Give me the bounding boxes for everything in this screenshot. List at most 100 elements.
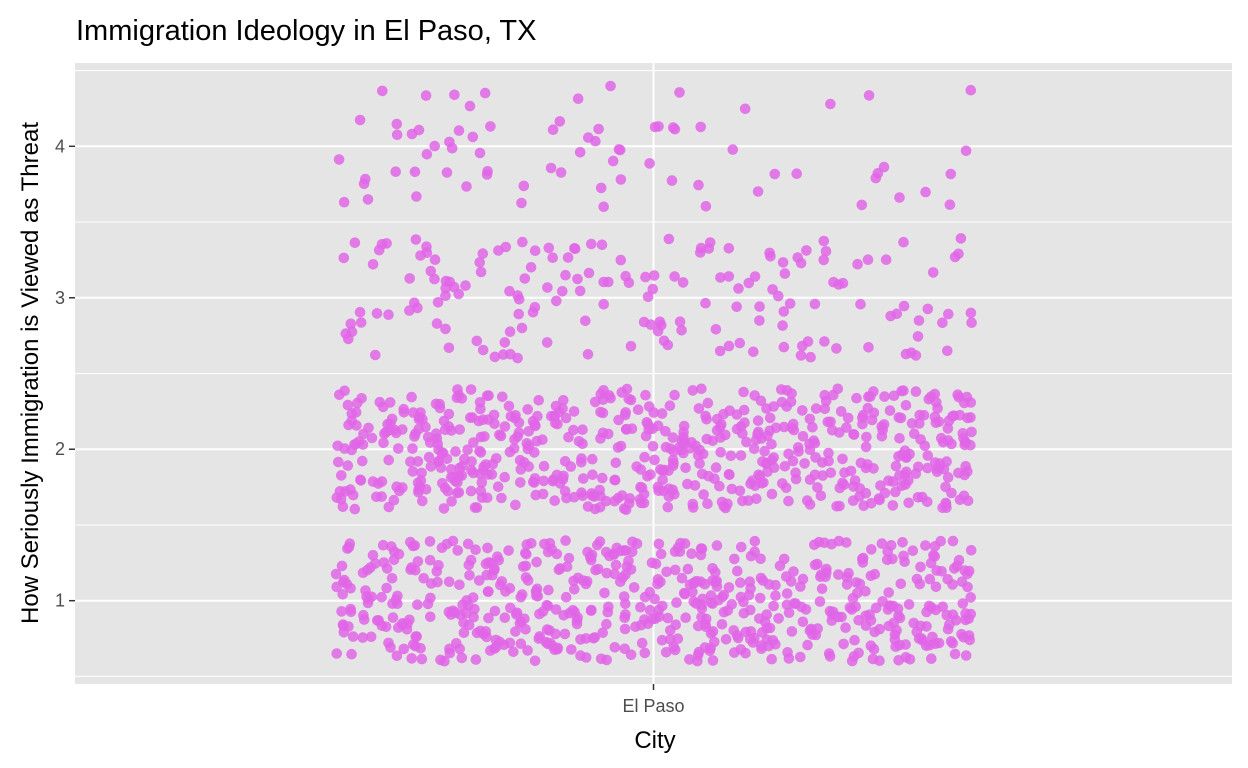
data-point — [707, 655, 719, 666]
data-point — [745, 583, 756, 594]
data-point — [649, 454, 660, 466]
data-point — [874, 623, 885, 635]
data-point — [413, 484, 424, 495]
data-point — [922, 462, 933, 474]
data-point — [398, 643, 410, 655]
data-point — [453, 125, 465, 136]
data-point — [951, 560, 963, 572]
data-point — [547, 252, 558, 263]
data-point — [647, 613, 658, 625]
data-point — [376, 491, 388, 502]
data-point — [635, 601, 646, 613]
data-point — [503, 400, 515, 412]
data-point — [932, 403, 943, 414]
data-point — [541, 337, 553, 348]
data-point — [691, 575, 702, 587]
data-point — [342, 399, 354, 411]
data-point — [647, 283, 659, 295]
data-point — [500, 241, 512, 253]
data-point — [855, 298, 866, 310]
data-point — [860, 487, 872, 499]
data-point — [644, 158, 655, 169]
data-point — [477, 414, 489, 426]
data-point — [838, 638, 849, 650]
data-point — [574, 285, 586, 297]
data-point — [657, 474, 668, 486]
data-point — [563, 552, 575, 564]
data-point — [415, 407, 426, 418]
data-point — [454, 579, 465, 591]
data-point — [577, 424, 588, 436]
data-point — [504, 326, 516, 338]
data-point — [415, 250, 426, 261]
data-point — [926, 653, 937, 664]
data-point — [770, 579, 781, 591]
data-point — [766, 653, 777, 665]
data-point — [429, 140, 441, 152]
data-point — [391, 481, 403, 493]
data-point — [495, 430, 507, 442]
data-point — [754, 301, 765, 312]
data-point — [768, 401, 779, 412]
data-point — [837, 277, 849, 289]
data-point — [473, 575, 485, 586]
data-point — [903, 599, 915, 610]
data-point — [933, 637, 945, 649]
data-point — [863, 90, 875, 101]
y-tick-label: 1 — [55, 591, 65, 611]
data-point — [374, 396, 386, 408]
data-point — [669, 644, 681, 656]
data-point — [660, 426, 671, 437]
data-point — [895, 412, 907, 424]
data-point — [816, 583, 828, 595]
data-point — [607, 155, 619, 167]
data-point — [965, 307, 977, 319]
data-point — [937, 317, 948, 329]
data-point — [603, 601, 614, 613]
data-point — [687, 385, 699, 396]
data-point — [849, 475, 861, 486]
data-point — [384, 397, 396, 408]
data-point — [817, 470, 828, 481]
data-point — [866, 544, 877, 555]
data-point — [537, 434, 548, 446]
data-point — [774, 560, 786, 572]
data-point — [716, 619, 728, 630]
data-point — [378, 557, 390, 568]
data-point — [738, 404, 750, 416]
data-point — [756, 640, 767, 651]
data-point — [648, 270, 660, 281]
data-point — [620, 407, 631, 418]
data-point — [736, 541, 747, 553]
data-point — [953, 392, 965, 403]
data-point — [554, 563, 566, 574]
data-point — [416, 467, 427, 479]
data-point — [911, 573, 923, 585]
data-point — [631, 461, 642, 472]
data-point — [777, 320, 788, 331]
data-point — [960, 608, 971, 619]
data-point — [804, 413, 816, 425]
data-point — [384, 424, 395, 436]
data-point — [739, 417, 750, 429]
data-point — [805, 351, 816, 363]
data-point — [827, 425, 838, 436]
data-point — [573, 436, 585, 447]
data-point — [367, 476, 379, 487]
data-point — [667, 454, 679, 466]
data-point — [852, 258, 863, 270]
data-point — [425, 461, 437, 472]
data-point — [474, 147, 486, 159]
data-point — [445, 472, 457, 483]
data-point — [898, 300, 910, 312]
data-point — [477, 344, 489, 356]
data-point — [355, 475, 367, 486]
data-point — [529, 302, 541, 313]
data-point — [554, 478, 566, 489]
data-point — [543, 584, 554, 596]
data-point — [464, 570, 475, 581]
data-point — [678, 438, 690, 449]
data-point — [650, 558, 662, 570]
data-point — [474, 468, 486, 480]
data-point — [580, 633, 592, 644]
